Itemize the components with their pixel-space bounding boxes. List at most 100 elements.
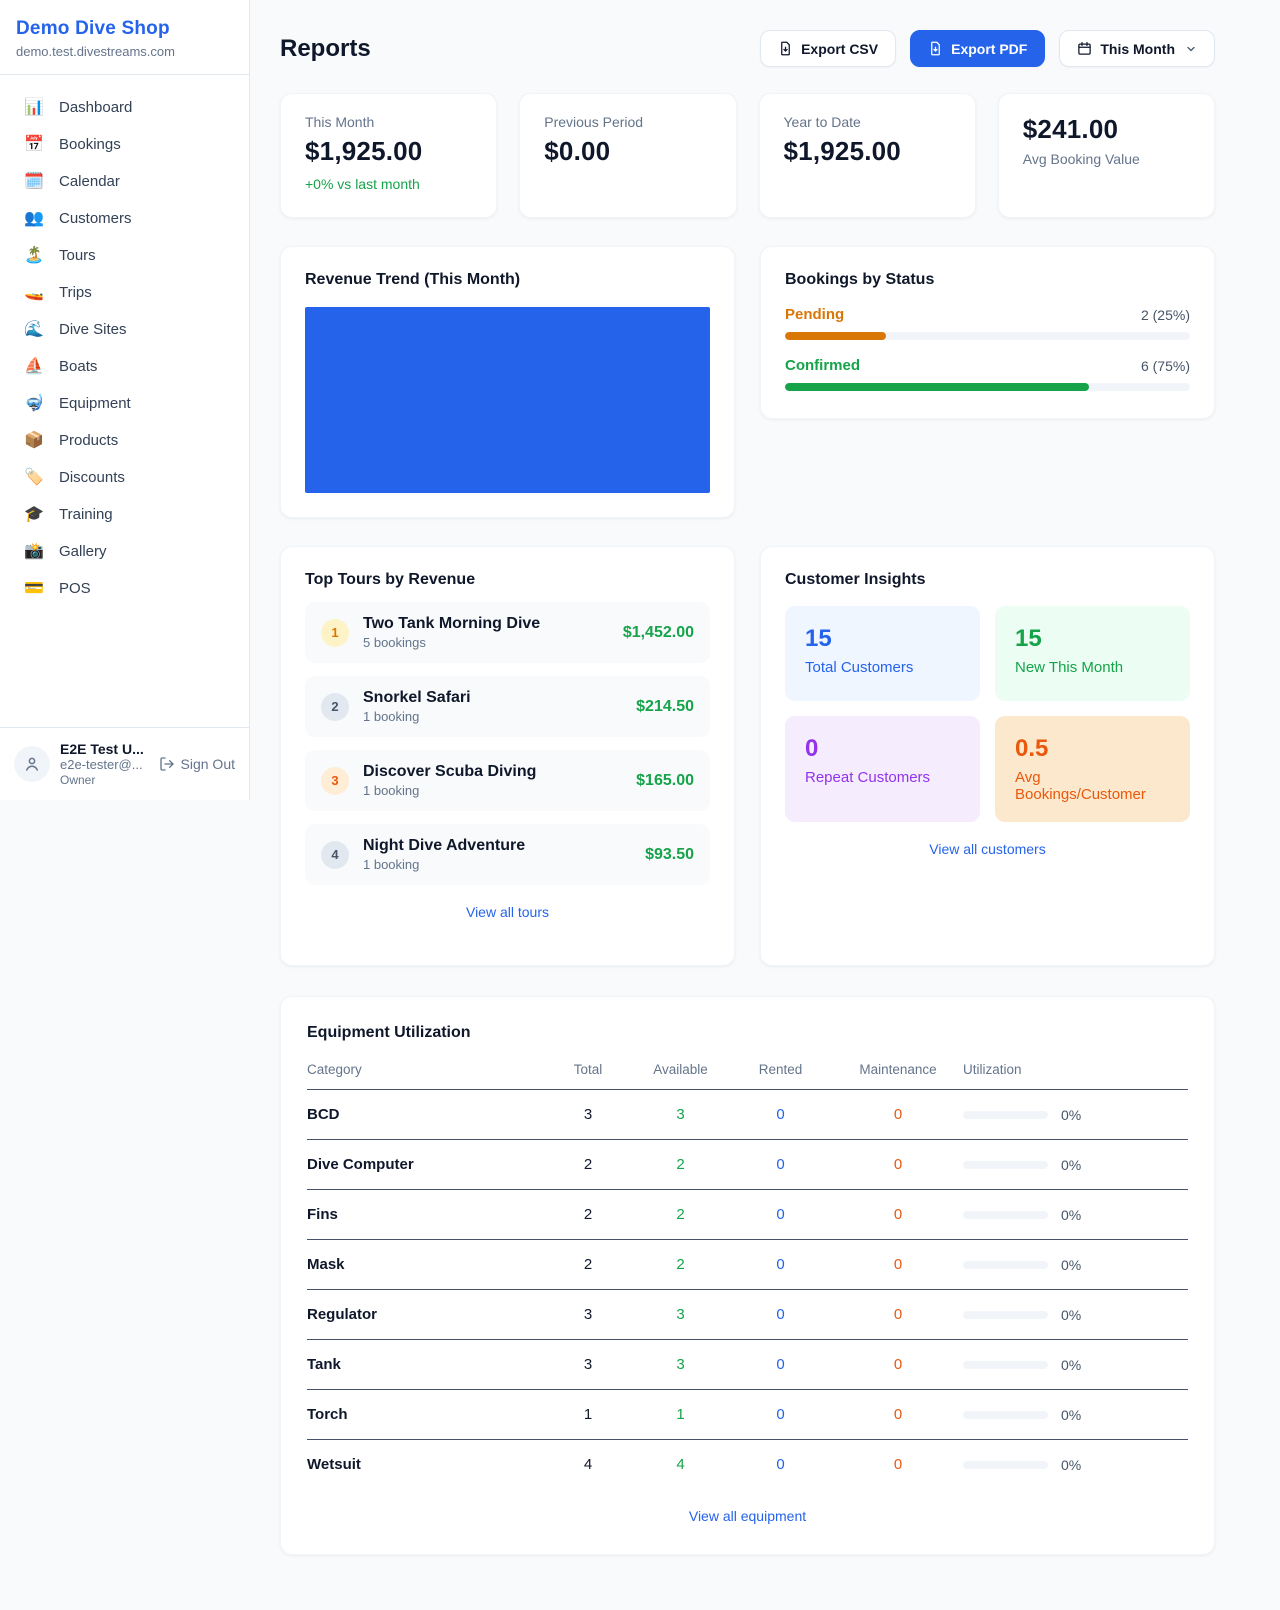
sidebar-item-trips[interactable]: 🚤 Trips [0, 274, 249, 311]
cell-maintenance: 0 [893, 1206, 903, 1223]
column-header-maintenance: Maintenance [859, 1062, 937, 1077]
tour-info: Discover Scuba Diving 1 booking [363, 763, 622, 798]
revenue-trend-chart [305, 307, 710, 493]
utilization-percent: 0% [1061, 1156, 1082, 1173]
cell-rented: 0 [776, 1306, 785, 1323]
tile-label: Total Customers [805, 659, 914, 676]
view-all-equipment-link[interactable]: View all equipment [688, 1508, 807, 1524]
column-header-utilization: Utilization [963, 1062, 1022, 1077]
tour-list-item[interactable]: 4 Night Dive Adventure 1 booking $93.50 [305, 824, 710, 885]
utilization-bar-track [963, 1410, 1048, 1419]
sidebar-item-label: Equipment [59, 395, 131, 412]
utilization-percent: 0% [1061, 1456, 1082, 1473]
utilization-bar-track [963, 1360, 1048, 1369]
tour-bookings: 1 booking [363, 857, 420, 872]
user-meta: E2E Test U... e2e-tester@... Owner [60, 741, 149, 787]
sidebar-item-bookings[interactable]: 📅 Bookings [0, 126, 249, 163]
tag-icon: 🏷️ [24, 468, 44, 486]
progress-fill-pending [785, 332, 887, 340]
cell-maintenance: 0 [893, 1156, 903, 1173]
sidebar-item-label: POS [59, 580, 91, 597]
stat-card-previous-period: Previous Period $0.00 [519, 93, 737, 218]
sidebar-item-dive-sites[interactable]: 🌊 Dive Sites [0, 311, 249, 348]
wave-icon: 🌊 [24, 320, 44, 338]
column-header-total: Total [573, 1062, 603, 1077]
sidebar-item-dashboard[interactable]: 📊 Dashboard [0, 89, 249, 126]
sign-out-button[interactable]: Sign Out [159, 756, 235, 772]
utilization-percent: 0% [1061, 1206, 1082, 1223]
table-row: Torch 1 1 0 0 0% [307, 1390, 1188, 1440]
sidebar-item-customers[interactable]: 👥 Customers [0, 200, 249, 237]
cell-category: Torch [307, 1406, 348, 1423]
tour-list-item[interactable]: 1 Two Tank Morning Dive 5 bookings $1,45… [305, 602, 710, 663]
table-row: Fins 2 2 0 0 0% [307, 1190, 1188, 1240]
sidebar-item-calendar[interactable]: 🗓️ Calendar [0, 163, 249, 200]
table-row: Mask 2 2 0 0 0% [307, 1240, 1188, 1290]
sidebar-item-tours[interactable]: 🏝️ Tours [0, 237, 249, 274]
export-pdf-button[interactable]: Export PDF [910, 30, 1046, 67]
equipment-utilization-title: Equipment Utilization [307, 1024, 471, 1041]
sidebar-header: Demo Dive Shop demo.test.divestreams.com [0, 0, 249, 75]
tour-list-item[interactable]: 3 Discover Scuba Diving 1 booking $165.0… [305, 750, 710, 811]
sidebar-item-label: Dive Sites [59, 321, 127, 338]
view-all-tours-link[interactable]: View all tours [465, 904, 549, 920]
cell-utilization: 0% [963, 1207, 1188, 1223]
sign-out-icon [159, 757, 174, 771]
cell-utilization: 0% [963, 1407, 1188, 1423]
table-row: Dive Computer 2 2 0 0 0% [307, 1140, 1188, 1190]
sign-out-label: Sign Out [180, 756, 235, 772]
rank-badge: 1 [321, 618, 349, 647]
tour-info: Night Dive Adventure 1 booking [363, 837, 631, 872]
status-row-pending: Pending 2 (25%) [785, 306, 1190, 340]
sidebar-item-label: Customers [59, 210, 132, 227]
sidebar-item-label: Boats [59, 358, 98, 375]
sidebar-item-products[interactable]: 📦 Products [0, 422, 249, 459]
sidebar-nav: 📊 Dashboard 📅 Bookings 🗓️ Calendar 👥 Cus… [0, 75, 249, 621]
topbar-actions: Export CSV Export PDF This Month [760, 30, 1215, 67]
cell-total: 3 [583, 1306, 593, 1323]
view-all-customers-link[interactable]: View all customers [929, 841, 1046, 857]
cell-maintenance: 0 [893, 1456, 903, 1473]
tour-name: Night Dive Adventure [363, 837, 526, 854]
cell-utilization: 0% [963, 1457, 1188, 1473]
camera-icon: 📸 [24, 542, 44, 560]
export-csv-label: Export CSV [801, 40, 879, 57]
tile-new-this-month: 15 New This Month [995, 606, 1190, 701]
cell-maintenance: 0 [893, 1306, 903, 1323]
sidebar-item-pos[interactable]: 💳 POS [0, 570, 249, 607]
export-csv-button[interactable]: Export CSV [760, 30, 897, 67]
insights-row: Top Tours by Revenue 1 Two Tank Morning … [280, 546, 1215, 966]
sidebar-item-boats[interactable]: ⛵ Boats [0, 348, 249, 385]
sidebar-item-discounts[interactable]: 🏷️ Discounts [0, 459, 249, 496]
sidebar-item-equipment[interactable]: 🤿 Equipment [0, 385, 249, 422]
tour-info: Two Tank Morning Dive 5 bookings [363, 615, 609, 650]
dashboard-icon: 📊 [24, 98, 44, 116]
column-header-rented: Rented [758, 1062, 803, 1077]
utilization-percent: 0% [1061, 1406, 1082, 1423]
revenue-trend-card: Revenue Trend (This Month) [280, 246, 735, 518]
cell-available: 2 [676, 1206, 685, 1223]
stats-row: This Month $1,925.00 +0% vs last month P… [280, 93, 1215, 218]
period-label: This Month [1100, 40, 1175, 57]
cell-maintenance: 0 [893, 1106, 903, 1123]
cell-available: 3 [676, 1306, 685, 1323]
sidebar-item-training[interactable]: 🎓 Training [0, 496, 249, 533]
stat-value: $0.00 [544, 136, 611, 166]
cell-category: Regulator [307, 1306, 378, 1323]
tour-list-item[interactable]: 2 Snorkel Safari 1 booking $214.50 [305, 676, 710, 737]
tile-avg-bookings-per-customer: 0.5 Avg Bookings/Customer [995, 716, 1190, 822]
sidebar-item-gallery[interactable]: 📸 Gallery [0, 533, 249, 570]
utilization-percent: 0% [1061, 1106, 1082, 1123]
period-dropdown[interactable]: This Month [1059, 30, 1215, 67]
equipment-table-header: Category Total Available Rented Maintena… [307, 1062, 1188, 1090]
cell-total: 2 [583, 1156, 593, 1173]
cell-rented: 0 [776, 1256, 785, 1273]
stat-label: This Month [305, 114, 375, 130]
cell-rented: 0 [776, 1206, 785, 1223]
cell-available: 4 [676, 1456, 685, 1473]
tour-name: Two Tank Morning Dive [363, 615, 541, 632]
charts-row: Revenue Trend (This Month) Bookings by S… [280, 246, 1215, 518]
stat-label: Avg Booking Value [1022, 151, 1140, 167]
cell-utilization: 0% [963, 1157, 1188, 1173]
tour-revenue: $93.50 [645, 845, 694, 863]
